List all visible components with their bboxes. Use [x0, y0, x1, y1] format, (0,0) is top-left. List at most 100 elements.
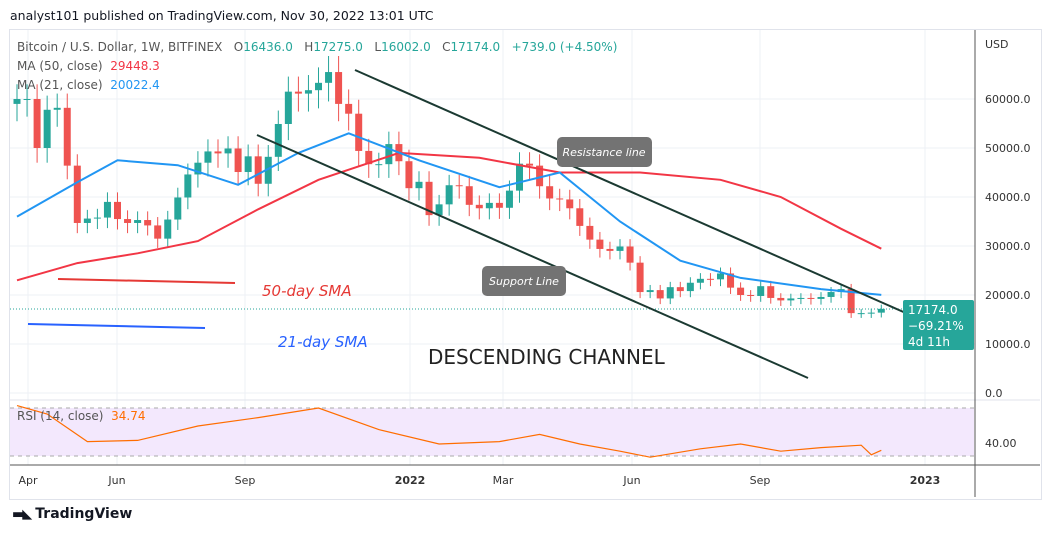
candle-body	[747, 295, 755, 296]
rsi-tick-label: 40.00	[985, 437, 1017, 450]
candle-body	[355, 113, 363, 151]
candle-body	[425, 181, 433, 216]
low-value: 16002.0	[381, 40, 431, 54]
candle-body	[516, 163, 523, 191]
y-tick-label: 10000.0	[985, 338, 1031, 351]
ma50-value: 29448.3	[110, 59, 160, 73]
sma21-marker-line	[27, 323, 206, 329]
candle-body	[294, 91, 302, 94]
publish-header: analyst101 published on TradingView.com,…	[10, 8, 434, 23]
ma21-value: 20022.4	[110, 78, 160, 92]
candle-body	[335, 72, 343, 104]
candle-body	[717, 273, 724, 280]
candle-body	[73, 165, 81, 223]
candle-body	[867, 312, 875, 314]
candle-body	[174, 197, 182, 220]
candle-body	[234, 148, 242, 173]
candle-body	[124, 219, 132, 223]
candle-body	[777, 297, 785, 301]
candle-body	[264, 156, 272, 184]
price-tag	[903, 300, 974, 350]
tradingview-logo-icon: ▬◣	[12, 506, 32, 522]
close-label: C	[442, 40, 451, 54]
candle-body	[13, 99, 21, 104]
currency-label: USD	[985, 38, 1009, 51]
candle-body	[114, 201, 121, 220]
candle-body	[254, 156, 262, 184]
candle-body	[23, 99, 31, 100]
candle-body	[797, 297, 805, 299]
candle-body	[787, 298, 795, 301]
candle-body	[485, 202, 493, 209]
y-tick-label: 30000.0	[985, 240, 1031, 253]
candle-body	[184, 174, 192, 198]
ma21-legend[interactable]: MA (21, close) 20022.4	[17, 78, 160, 92]
x-tick-label: Jun	[107, 474, 125, 487]
candle-body	[284, 91, 292, 124]
candle-body	[857, 313, 865, 315]
ma50-legend[interactable]: MA (50, close) 29448.3	[17, 59, 160, 73]
candle-body	[696, 278, 704, 283]
high-label: H	[304, 40, 314, 54]
candle-body	[606, 248, 614, 251]
candle-body	[43, 109, 51, 148]
candle-body	[536, 165, 544, 187]
candle-body	[53, 107, 61, 110]
candle-body	[465, 186, 473, 205]
resistance-trendline[interactable]	[354, 69, 909, 315]
candle-body	[616, 246, 624, 251]
candle-body	[274, 123, 282, 157]
candle-body	[727, 273, 735, 288]
rsi-line	[16, 405, 882, 458]
y-tick-label: 40000.0	[985, 191, 1031, 204]
candle-body	[224, 148, 232, 154]
sma50-label: 50-day SMA	[262, 282, 352, 300]
symbol-name: Bitcoin / U.S. Dollar, 1W, BITFINEX	[17, 40, 223, 54]
resistance-callout	[557, 137, 652, 167]
candle-body	[646, 290, 654, 293]
candle-body	[827, 292, 835, 297]
candle-body	[526, 163, 534, 166]
x-tick-label: 2022	[395, 474, 426, 487]
y-tick-label: 0.0	[985, 387, 1003, 400]
ma50-legend-label: MA (50, close)	[17, 59, 103, 73]
low-label: L	[374, 40, 382, 54]
support-callout	[482, 266, 566, 296]
candle-body	[415, 181, 423, 189]
candle-body	[877, 308, 885, 313]
price-tag-price: 17174.0	[908, 303, 958, 317]
candle-body	[586, 225, 594, 240]
candle-body	[144, 220, 152, 226]
candle-body	[134, 220, 142, 223]
candle-body	[686, 282, 694, 292]
candle-body	[706, 278, 714, 280]
x-tick-label: 2023	[910, 474, 941, 487]
sma21-label: 21-day SMA	[278, 333, 368, 351]
ma21-line	[16, 132, 882, 296]
sma50-marker-line	[57, 278, 236, 284]
ma50-line	[16, 151, 882, 282]
candle-body	[435, 204, 443, 216]
rsi-band	[10, 408, 974, 456]
candle-body	[556, 198, 564, 200]
candle-body	[214, 151, 222, 154]
support-trendline[interactable]	[256, 134, 809, 379]
close-value: 17174.0	[450, 40, 501, 54]
x-tick-label: Jun	[622, 474, 640, 487]
candle-body	[345, 103, 353, 114]
open-value: 16436.0	[243, 40, 293, 54]
rsi-value: 34.74	[111, 409, 146, 423]
candle-body	[83, 218, 91, 223]
candle-body	[475, 204, 483, 209]
candle-body	[737, 287, 745, 295]
y-tick-label: 60000.0	[985, 93, 1031, 106]
y-tick-label: 50000.0	[985, 142, 1031, 155]
tradingview-logo[interactable]: ▬◣ TradingView	[12, 506, 132, 522]
candle-body	[596, 239, 604, 249]
candle-body	[757, 286, 765, 296]
candle-body	[365, 150, 373, 165]
x-tick-label: Sep	[750, 474, 771, 487]
candle-body	[807, 297, 815, 299]
rsi-legend[interactable]: RSI (14, close) 34.74	[17, 409, 145, 423]
